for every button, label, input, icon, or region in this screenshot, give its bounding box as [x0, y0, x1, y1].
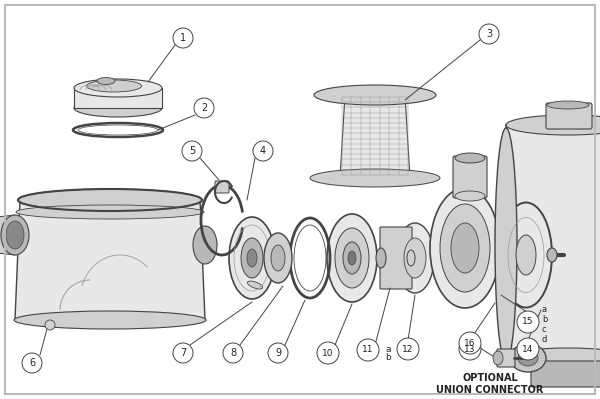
Ellipse shape — [18, 189, 202, 211]
Ellipse shape — [495, 128, 517, 362]
Text: 16: 16 — [464, 338, 476, 348]
Text: 11: 11 — [362, 346, 374, 354]
Circle shape — [317, 342, 339, 364]
Text: 5: 5 — [189, 146, 195, 156]
Ellipse shape — [327, 214, 377, 302]
Circle shape — [397, 338, 419, 360]
Circle shape — [517, 311, 539, 333]
Circle shape — [194, 98, 214, 118]
Text: 7: 7 — [180, 348, 186, 358]
Text: d: d — [542, 336, 547, 344]
Text: OPTIONAL: OPTIONAL — [462, 373, 518, 383]
Circle shape — [45, 320, 55, 330]
Ellipse shape — [493, 351, 503, 365]
FancyBboxPatch shape — [453, 156, 487, 198]
Ellipse shape — [310, 169, 440, 187]
Ellipse shape — [518, 350, 538, 366]
Circle shape — [173, 343, 193, 363]
Text: 6: 6 — [29, 358, 35, 368]
Ellipse shape — [348, 251, 356, 265]
Ellipse shape — [6, 221, 24, 249]
Ellipse shape — [271, 245, 285, 271]
Polygon shape — [15, 200, 205, 320]
Ellipse shape — [404, 238, 426, 278]
FancyBboxPatch shape — [497, 349, 515, 367]
Ellipse shape — [343, 242, 361, 274]
Ellipse shape — [500, 203, 552, 308]
Polygon shape — [0, 215, 15, 255]
Ellipse shape — [510, 344, 546, 372]
Ellipse shape — [14, 311, 206, 329]
Ellipse shape — [16, 205, 204, 219]
Ellipse shape — [506, 115, 600, 135]
Ellipse shape — [74, 79, 162, 97]
Circle shape — [173, 28, 193, 48]
Ellipse shape — [241, 238, 263, 278]
Ellipse shape — [247, 281, 263, 289]
Ellipse shape — [314, 85, 436, 105]
FancyBboxPatch shape — [215, 181, 229, 193]
Ellipse shape — [455, 191, 485, 201]
Circle shape — [357, 339, 379, 361]
Text: 9: 9 — [275, 348, 281, 358]
Text: 15: 15 — [522, 318, 534, 326]
Ellipse shape — [264, 233, 292, 283]
Text: b: b — [385, 354, 391, 363]
Circle shape — [268, 343, 288, 363]
Text: c: c — [542, 326, 547, 334]
Ellipse shape — [407, 250, 415, 266]
Text: a: a — [385, 346, 391, 354]
Text: a: a — [542, 306, 547, 314]
Ellipse shape — [516, 235, 536, 275]
Text: 2: 2 — [201, 103, 207, 113]
Text: 1: 1 — [180, 33, 186, 43]
Circle shape — [223, 343, 243, 363]
Text: b: b — [542, 316, 547, 324]
Polygon shape — [340, 95, 410, 178]
Text: 8: 8 — [230, 348, 236, 358]
FancyBboxPatch shape — [546, 103, 592, 129]
Ellipse shape — [74, 99, 162, 117]
Text: 14: 14 — [523, 344, 533, 354]
Text: 4: 4 — [260, 146, 266, 156]
Ellipse shape — [335, 228, 369, 288]
FancyBboxPatch shape — [531, 361, 600, 387]
Ellipse shape — [97, 77, 115, 85]
Polygon shape — [74, 88, 162, 108]
Ellipse shape — [506, 348, 600, 366]
Ellipse shape — [547, 101, 589, 109]
Circle shape — [182, 141, 202, 161]
Ellipse shape — [376, 248, 386, 268]
Circle shape — [459, 338, 481, 360]
Ellipse shape — [247, 249, 257, 267]
Text: 12: 12 — [403, 344, 413, 354]
Text: UNION CONNECTOR: UNION CONNECTOR — [436, 385, 544, 395]
Circle shape — [479, 24, 499, 44]
Ellipse shape — [451, 223, 479, 273]
Ellipse shape — [193, 226, 217, 264]
Polygon shape — [506, 125, 600, 357]
Circle shape — [253, 141, 273, 161]
Text: 3: 3 — [486, 29, 492, 39]
Ellipse shape — [547, 248, 557, 262]
Circle shape — [22, 353, 42, 373]
Ellipse shape — [440, 204, 490, 292]
Ellipse shape — [396, 223, 434, 293]
Circle shape — [517, 338, 539, 360]
Text: 13: 13 — [464, 344, 476, 354]
Ellipse shape — [86, 80, 142, 92]
Text: 10: 10 — [322, 348, 334, 358]
Ellipse shape — [455, 153, 485, 163]
FancyBboxPatch shape — [380, 227, 412, 289]
Ellipse shape — [430, 188, 500, 308]
Ellipse shape — [1, 215, 29, 255]
Ellipse shape — [229, 217, 275, 299]
Circle shape — [459, 332, 481, 354]
